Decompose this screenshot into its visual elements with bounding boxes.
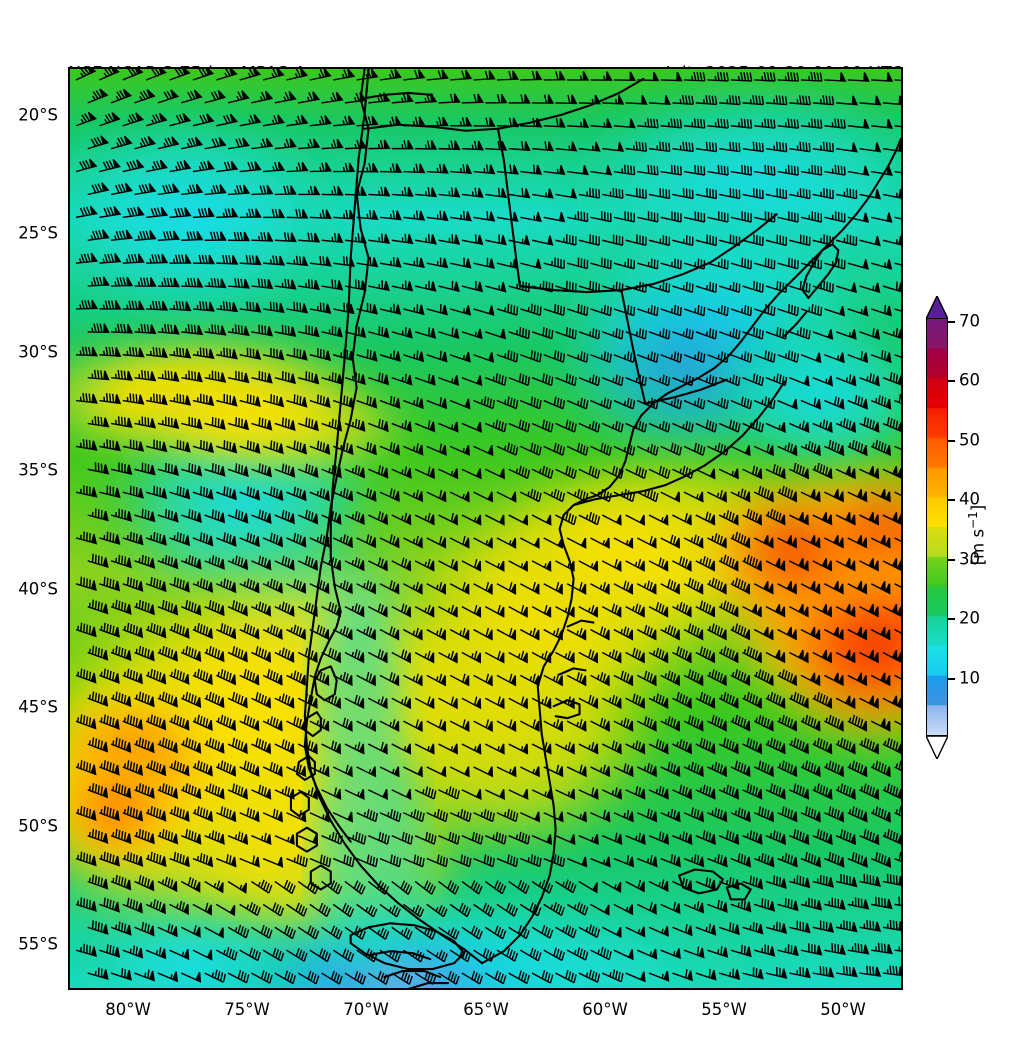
ytick-label: 55°S [18, 934, 58, 954]
xtick-label: 50°W [820, 1000, 866, 1019]
xtick-label: 70°W [343, 1000, 389, 1019]
colorbar-extend-max-arrow [926, 296, 948, 319]
colorbar-tick [948, 321, 955, 323]
colorbar-label-exponent: −1 [966, 511, 980, 529]
xtick-label: 75°W [224, 1000, 270, 1019]
colorbar-tick [948, 440, 955, 442]
colorbar-tick-label: 40 [959, 489, 980, 509]
colorbar-label-post: ] [968, 504, 988, 512]
ytick-label: 45°S [18, 697, 58, 717]
colorbar-tick [948, 618, 955, 620]
colorbar-tick [948, 499, 955, 501]
ytick-label: 50°S [18, 816, 58, 836]
xtick-label: 80°W [105, 1000, 151, 1019]
colorbar-tick-label: 50 [959, 430, 980, 450]
colorbar-tick-label: 60 [959, 370, 980, 390]
ytick-label: 25°S [18, 223, 58, 243]
colorbar-tick-label: 20 [959, 608, 980, 628]
colorbar-axis-label: [m s−1] [966, 505, 988, 566]
wind-barb-layer [70, 69, 901, 988]
colorbar-tick [948, 380, 955, 382]
colorbar-tick-label: 30 [959, 549, 980, 569]
ytick-label: 20°S [18, 105, 58, 125]
colorbar-tick [948, 559, 955, 561]
xtick-label: 65°W [463, 1000, 509, 1019]
ytick-label: 40°S [18, 579, 58, 599]
xtick-label: 60°W [582, 1000, 628, 1019]
ytick-label: 30°S [18, 342, 58, 362]
colorbar-gradient [926, 318, 948, 736]
colorbar-extend-min-arrow [926, 736, 948, 759]
colorbar-label-pre: [m s [968, 528, 988, 566]
colorbar-tick-label: 10 [959, 668, 980, 688]
ytick-label: 35°S [18, 460, 58, 480]
colorbar: 10 20 30 40 50 60 70 [926, 296, 980, 759]
coastline-border-layer [70, 69, 901, 988]
xtick-label: 55°W [701, 1000, 747, 1019]
colorbar-tick [948, 678, 955, 680]
map-plot-area [68, 67, 903, 990]
colorbar-tick-label: 70 [959, 311, 980, 331]
